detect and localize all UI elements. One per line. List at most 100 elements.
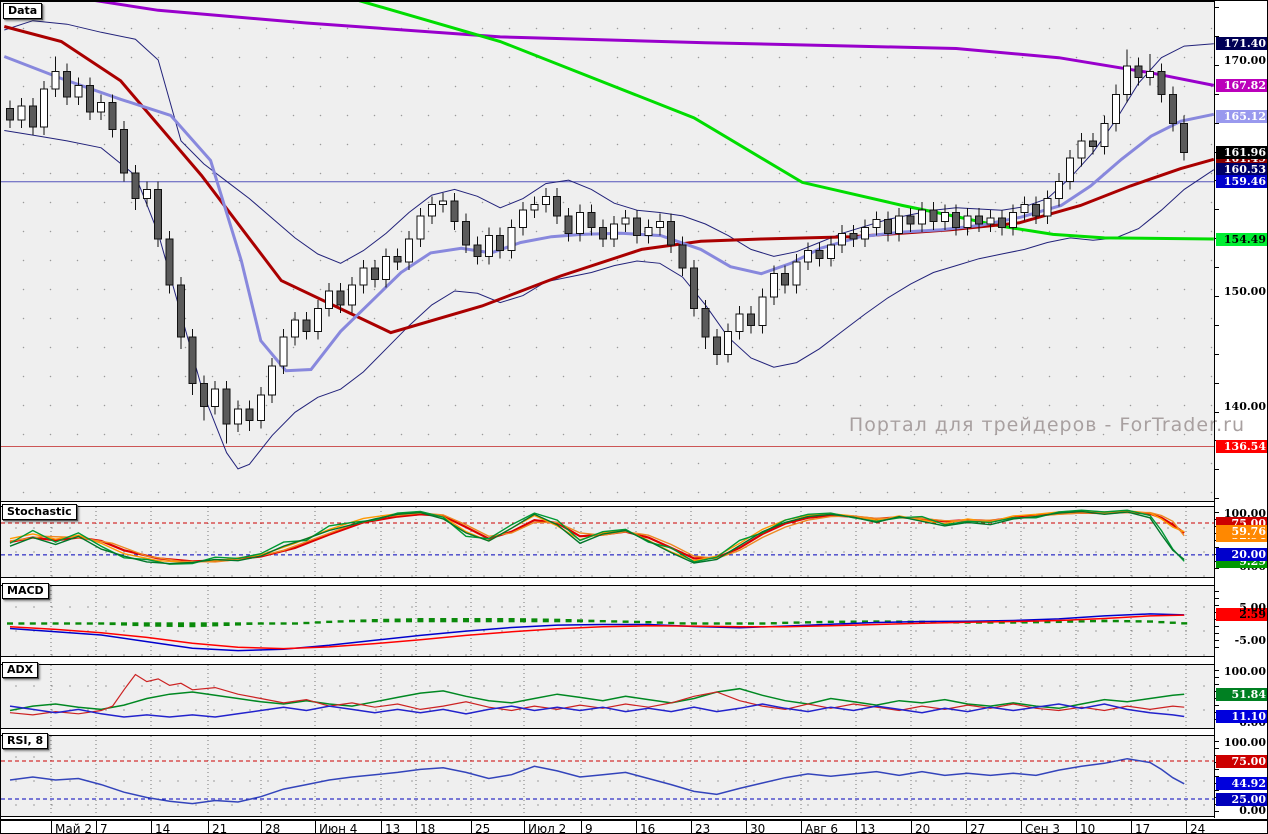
macd-histogram-bar	[873, 620, 880, 623]
candle	[781, 273, 790, 286]
axis-value-label: -5.00	[1234, 634, 1266, 647]
candle	[872, 218, 881, 228]
macd-signal-line	[9, 614, 1185, 650]
macd-histogram-bar	[189, 622, 196, 628]
main-panel-title-button[interactable]: Data	[3, 3, 43, 19]
purple-ma-line	[94, 2, 1215, 87]
candle	[1020, 203, 1029, 213]
candles-layer	[6, 49, 1189, 444]
axis-value-label: 20.00	[1216, 548, 1267, 561]
macd-histogram-bar	[679, 622, 686, 625]
candle	[1077, 140, 1086, 159]
rsi-panel	[1, 735, 1215, 817]
axis-tick	[1215, 209, 1219, 210]
price-plot	[1, 2, 1215, 470]
macd-histogram-bar	[497, 618, 504, 623]
stochastic-title-button[interactable]: Stochastic	[2, 504, 77, 520]
macd-histogram-bar	[1055, 620, 1062, 624]
date-label: 28	[265, 822, 281, 834]
macd-histogram-bar	[223, 622, 230, 627]
macd-histogram-bar	[1101, 619, 1108, 623]
macd-histogram-bar	[508, 618, 515, 623]
macd-histogram-bar	[1021, 621, 1028, 624]
candle	[1054, 180, 1063, 200]
axis-value-label: 154.49	[1216, 233, 1267, 246]
macd-histogram-bar	[29, 622, 36, 625]
macd-histogram-bar	[394, 618, 401, 623]
axis-value-label: 100.00	[1223, 736, 1266, 749]
macd-histogram-bar	[770, 622, 777, 625]
candle	[633, 217, 641, 237]
candle	[108, 102, 117, 130]
candle	[245, 408, 254, 421]
macd-histogram-bar	[725, 622, 732, 625]
macd-histogram-bar	[41, 622, 48, 625]
macd-histogram-bar	[1067, 620, 1074, 623]
axis-tick	[1215, 684, 1219, 685]
date-label: Июл 2	[528, 822, 567, 834]
macd-histogram-bar	[1010, 621, 1017, 624]
candle	[1100, 123, 1109, 148]
candle	[507, 226, 516, 252]
macd-histogram-bar	[212, 622, 219, 627]
macd-histogram-bar	[1078, 620, 1085, 623]
macd-histogram-bar	[862, 620, 868, 623]
axis-value-label: 159.46	[1216, 175, 1267, 188]
candle	[610, 223, 619, 240]
candle	[883, 218, 892, 234]
axis-tick	[1215, 512, 1219, 513]
axis-value-label: 160.53	[1216, 163, 1267, 176]
candle	[1089, 140, 1097, 148]
axis-tick	[1215, 36, 1219, 37]
candle	[997, 217, 1006, 228]
macd-histogram-bar	[52, 622, 59, 625]
main-price-panel	[1, 1, 1215, 502]
macd-histogram-bar	[371, 619, 378, 623]
macd-histogram-bar	[7, 622, 13, 625]
macd-histogram-bar	[463, 618, 469, 623]
macd-histogram-bar	[1033, 620, 1039, 624]
axis-value-label: 100.00	[1223, 665, 1266, 678]
macd-histogram-bar	[155, 622, 162, 627]
axis-tick	[1215, 383, 1219, 384]
macd-histogram-bar	[474, 618, 481, 623]
macd-histogram-bar	[622, 620, 629, 623]
candle	[1168, 94, 1177, 125]
date-label: 10	[1080, 822, 1096, 834]
stochastic-green-2-line	[9, 510, 1185, 565]
candle	[906, 215, 915, 225]
candle	[952, 211, 961, 228]
candle	[359, 267, 368, 286]
macd-histogram-bar	[337, 620, 344, 623]
macd-histogram-bar	[1158, 620, 1165, 624]
date-label: Июн 4	[319, 822, 358, 834]
candle	[1043, 198, 1052, 217]
macd-histogram-bar	[668, 621, 675, 625]
axis-tick	[1215, 598, 1219, 599]
candle	[724, 330, 733, 356]
macd-histogram-bar	[759, 622, 766, 625]
date-label: 30	[750, 822, 766, 834]
adx-title-button[interactable]: ADX	[2, 662, 39, 678]
axis-tick	[1215, 591, 1219, 592]
macd-histogram-bar	[417, 618, 424, 623]
macd-title-button[interactable]: MACD	[2, 583, 49, 599]
candle	[268, 365, 277, 396]
candle	[188, 336, 197, 384]
axis-value-label: 11.10	[1216, 710, 1267, 723]
macd-histogram-bar	[565, 619, 572, 623]
candle	[849, 232, 858, 240]
candle	[279, 336, 288, 367]
macd-histogram-bar	[542, 618, 549, 623]
rsi-title-button[interactable]: RSI, 8	[2, 733, 49, 749]
candle	[769, 273, 778, 298]
macd-histogram-bar	[816, 620, 823, 624]
candle	[222, 388, 231, 425]
axis-tick	[1215, 469, 1219, 470]
date-label: 17	[1135, 822, 1151, 834]
candle	[6, 108, 14, 121]
axis-value-label: 161.96	[1216, 146, 1267, 159]
candle	[1146, 71, 1154, 78]
date-tick	[581, 821, 582, 833]
candle	[85, 84, 94, 113]
